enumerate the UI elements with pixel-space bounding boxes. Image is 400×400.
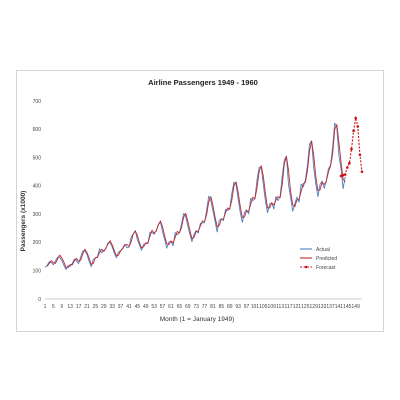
x-tick-label: 41 — [126, 304, 132, 310]
x-tick-label: 101 — [251, 304, 260, 310]
x-tick-label: 49 — [143, 304, 149, 310]
x-axis-label: Month (1 = January 1949) — [160, 316, 235, 323]
y-tick-label: 400 — [33, 184, 42, 190]
y-tick-label: 200 — [33, 240, 42, 246]
forecast-point — [341, 173, 345, 177]
x-tick-label: 97 — [244, 304, 250, 310]
legend-marker-forecast — [304, 265, 308, 269]
x-tick-label: 129 — [310, 304, 319, 310]
y-axis-label: Passengers (x1000) — [20, 191, 27, 252]
chart-frame: Airline Passengers 1949 - 1960 Month (1 … — [16, 70, 384, 332]
forecast-point — [343, 173, 347, 176]
chart-svg: Airline Passengers 1949 - 1960 Month (1 … — [20, 78, 364, 323]
x-axis-ticks: 1 5 9 13 17 21 25 29 33 37 41 45 49 53 57 61 65 69 73 77 81 8… — [44, 304, 360, 310]
x-tick-label: 13 — [67, 304, 73, 310]
forecast-point — [358, 153, 362, 157]
x-tick-label: 121 — [293, 304, 302, 310]
x-tick-label: 133 — [318, 304, 327, 310]
x-tick-label: 113 — [276, 304, 284, 310]
legend-label-forecast: Forecast — [316, 265, 336, 271]
x-tick-label: 81 — [210, 304, 216, 310]
x-tick-label: 141 — [335, 304, 344, 310]
legend-label-actual: Actual — [316, 247, 330, 253]
y-tick-label: 300 — [33, 212, 42, 218]
x-tick-label: 37 — [118, 304, 124, 310]
x-tick-label: 105 — [259, 304, 268, 310]
x-tick-label: 77 — [202, 304, 208, 310]
x-tick-label: 85 — [219, 304, 225, 310]
forecast-point — [350, 147, 353, 151]
y-tick-label: 500 — [33, 155, 42, 161]
x-tick-label: 125 — [301, 304, 310, 310]
forecast-point — [346, 166, 349, 169]
x-tick-label: 117 — [285, 304, 293, 310]
x-tick-label: 137 — [326, 304, 335, 310]
forecast-point — [352, 129, 355, 132]
x-tick-label: 93 — [235, 304, 241, 310]
x-tick-label: 29 — [101, 304, 107, 310]
forecast-point — [348, 161, 351, 165]
x-tick-label: 149 — [352, 304, 361, 310]
x-tick-label: 17 — [76, 304, 82, 310]
x-tick-label: 1 — [44, 304, 47, 310]
forecast-point — [354, 116, 358, 120]
chart-title: Airline Passengers 1949 - 1960 — [148, 78, 258, 87]
x-tick-label: 109 — [268, 304, 277, 310]
x-tick-label: 69 — [185, 304, 191, 310]
x-tick-label: 9 — [60, 304, 63, 310]
y-tick-label: 700 — [33, 99, 42, 105]
x-tick-label: 45 — [135, 304, 141, 310]
y-tick-label: 0 — [38, 297, 41, 303]
x-tick-label: 65 — [177, 304, 183, 310]
y-tick-label: 600 — [33, 127, 42, 133]
legend: Actual Predicted Forecast — [300, 247, 337, 271]
x-tick-label: 57 — [160, 304, 166, 310]
x-tick-label: 33 — [109, 304, 115, 310]
y-axis-ticks: 0 100 200 300 400 500 600 700 — [33, 99, 42, 303]
x-tick-label: 73 — [193, 304, 199, 310]
series-layer — [44, 116, 364, 271]
y-tick-label: 100 — [33, 269, 42, 275]
x-tick-label: 21 — [84, 304, 90, 310]
x-tick-label: 25 — [93, 304, 99, 310]
x-tick-label: 53 — [151, 304, 157, 310]
series-line-predicted — [46, 124, 346, 269]
forecast-point — [356, 125, 360, 128]
x-tick-label: 89 — [227, 304, 233, 310]
x-tick-label: 61 — [168, 304, 174, 310]
x-tick-label: 145 — [343, 304, 352, 310]
legend-label-predicted: Predicted — [316, 256, 337, 262]
forecast-point — [339, 174, 343, 178]
forecast-point — [360, 170, 364, 174]
x-tick-label: 5 — [52, 304, 55, 310]
